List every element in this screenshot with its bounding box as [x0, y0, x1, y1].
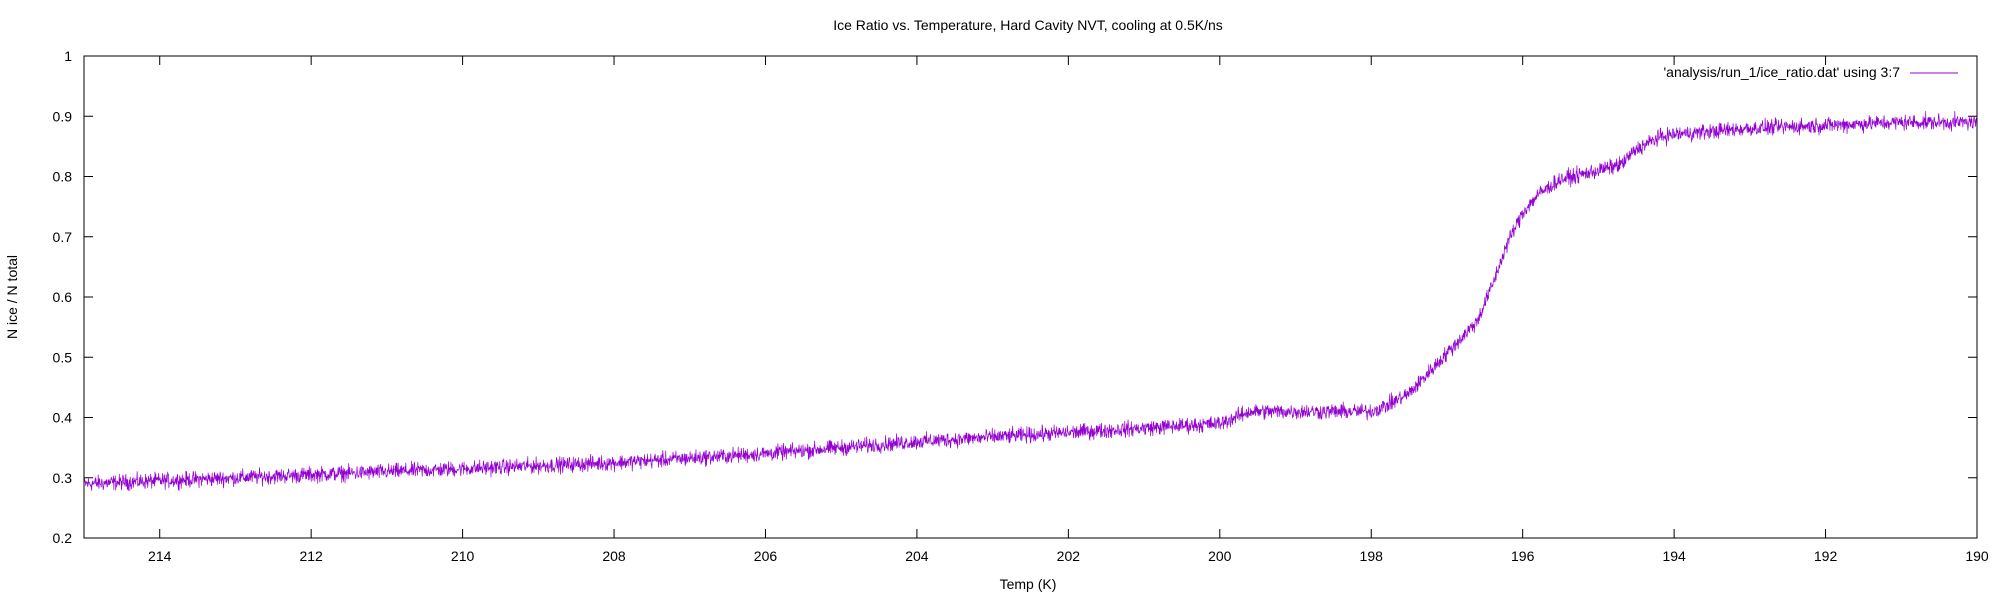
x-tick-label: 202	[1057, 548, 1081, 564]
y-tick-label: 0.2	[53, 530, 73, 546]
x-tick-label: 192	[1814, 548, 1838, 564]
y-tick-label: 0.3	[53, 470, 73, 486]
x-tick-label: 214	[148, 548, 172, 564]
x-tick-label: 190	[1965, 548, 1989, 564]
series-line	[83, 111, 1978, 491]
y-tick-label: 0.6	[53, 289, 73, 305]
x-tick-label: 200	[1208, 548, 1232, 564]
y-tick-label: 0.5	[53, 349, 73, 365]
plot-frame	[83, 55, 1978, 539]
x-tick-label: 196	[1511, 548, 1535, 564]
x-axis-label: Temp (K)	[1000, 576, 1057, 592]
x-tick-label: 206	[754, 548, 778, 564]
y-tick-label: 0.9	[53, 108, 73, 124]
x-axis: 214 212 210 208 206 204 202 200 198 196 194 192 190	[148, 56, 1989, 564]
y-axis: 0.2 0.3 0.4 0.5 0.6 0.7 0.8 0.9 1	[53, 48, 1977, 546]
y-axis-label: N ice / N total	[4, 255, 20, 339]
y-tick-label: 0.7	[53, 229, 73, 245]
x-tick-label: 212	[299, 548, 323, 564]
chart-title: Ice Ratio vs. Temperature, Hard Cavity N…	[833, 17, 1223, 33]
x-tick-label: 208	[602, 548, 626, 564]
x-tick-label: 204	[905, 548, 929, 564]
y-tick-label: 0.8	[53, 169, 73, 185]
legend-entry-label: 'analysis/run_1/ice_ratio.dat' using 3:7	[1664, 64, 1901, 80]
y-tick-label: 0.4	[53, 410, 73, 426]
legend: 'analysis/run_1/ice_ratio.dat' using 3:7	[1664, 64, 1958, 80]
plot-area	[83, 111, 1978, 491]
x-tick-label: 198	[1360, 548, 1384, 564]
x-tick-label: 194	[1662, 548, 1686, 564]
y-tick-label: 1	[64, 48, 72, 64]
x-tick-label: 210	[451, 548, 475, 564]
